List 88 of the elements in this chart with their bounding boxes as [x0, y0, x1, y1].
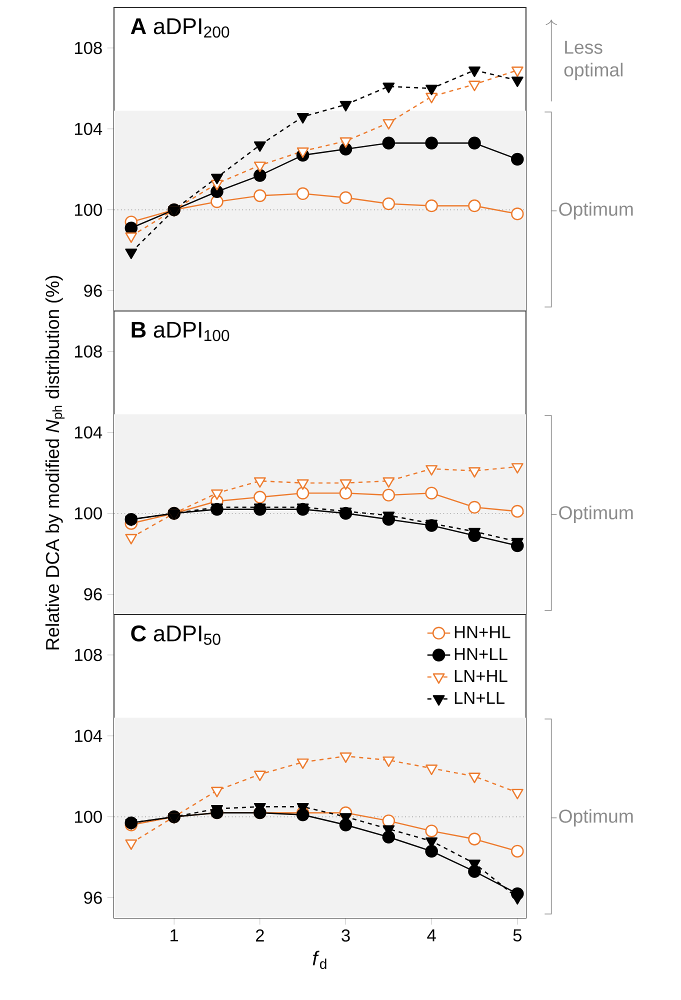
point [340, 752, 352, 763]
legend-label: LN+LL [454, 692, 504, 704]
x-tick-label: 1 [170, 929, 178, 942]
point [211, 489, 223, 500]
point [425, 486, 438, 500]
point [382, 197, 396, 210]
point [296, 147, 309, 158]
point [511, 504, 524, 518]
point [340, 479, 352, 490]
point [426, 465, 438, 476]
point [468, 80, 480, 92]
y-tick-label: 96 [84, 284, 102, 297]
x-axis-title: f$_{d}$ [312, 950, 326, 969]
point [254, 490, 266, 504]
legend-label: HN+LL [454, 648, 508, 660]
point [340, 137, 352, 148]
band-label: Optimum [559, 809, 633, 827]
point [296, 758, 309, 770]
legend-label: LN+HL [454, 670, 508, 682]
x-tick-label: 5 [513, 929, 522, 942]
y-tick-label: 100 [75, 507, 102, 520]
point [254, 477, 266, 488]
point [468, 500, 481, 514]
point [426, 92, 438, 104]
chart-title: B aDPI$_{100}$ [132, 322, 230, 342]
point [382, 477, 395, 488]
point [468, 772, 480, 784]
point [211, 174, 223, 184]
point [511, 207, 524, 220]
point [254, 162, 266, 172]
point [382, 136, 396, 150]
x-tick-label: 3 [342, 929, 350, 942]
point [425, 824, 438, 838]
point [382, 82, 395, 94]
point [296, 479, 309, 490]
text: Less optimal [564, 40, 623, 80]
point [511, 463, 524, 474]
point [254, 189, 266, 202]
point [511, 76, 524, 88]
point [468, 199, 481, 212]
point [339, 486, 352, 500]
point [254, 169, 266, 182]
point [124, 222, 138, 234]
point [511, 152, 524, 166]
point [254, 770, 266, 782]
y-tick-label: 96 [84, 588, 102, 600]
point [425, 199, 438, 212]
point [254, 141, 266, 152]
chart-title: C aDPI$_{50}$ [131, 625, 220, 645]
point [340, 100, 352, 112]
x-tick-label: 4 [427, 929, 436, 942]
y-tick-label: 104 [75, 122, 102, 136]
point [382, 488, 396, 502]
point [468, 467, 480, 478]
point [125, 534, 138, 544]
y-tick-label: 108 [75, 345, 102, 358]
y-tick-label: 100 [75, 204, 102, 216]
point [211, 786, 223, 798]
point [425, 844, 438, 858]
y-tick-label: 96 [84, 892, 102, 904]
point [382, 756, 395, 767]
point [511, 844, 524, 858]
legend-label: HN+HL [454, 626, 510, 638]
band-label: Optimum [559, 506, 633, 524]
point [125, 839, 138, 850]
y-axis-title: Relative DCA by modified N$_{ph}$ distribution (%) [45, 276, 65, 650]
chart-title: A aDPI$_{200}$ [130, 18, 230, 38]
point [425, 136, 438, 150]
point [511, 66, 524, 78]
point [426, 84, 438, 96]
y-tick-label: 108 [75, 648, 102, 662]
x-tick-label: 2 [256, 929, 264, 942]
point [511, 788, 524, 800]
point [426, 764, 438, 776]
y-tick-label: 104 [75, 426, 102, 439]
point [296, 113, 309, 124]
y-tick-label: 100 [75, 810, 102, 823]
point [296, 187, 310, 200]
point [468, 136, 481, 150]
y-tick-label: 104 [75, 730, 102, 742]
band-label: Optimum [559, 202, 633, 220]
point [382, 119, 395, 130]
point [125, 516, 138, 526]
point [296, 486, 310, 500]
point [468, 832, 481, 846]
point [468, 66, 480, 78]
point [339, 191, 352, 204]
y-tick-label: 108 [75, 42, 102, 54]
